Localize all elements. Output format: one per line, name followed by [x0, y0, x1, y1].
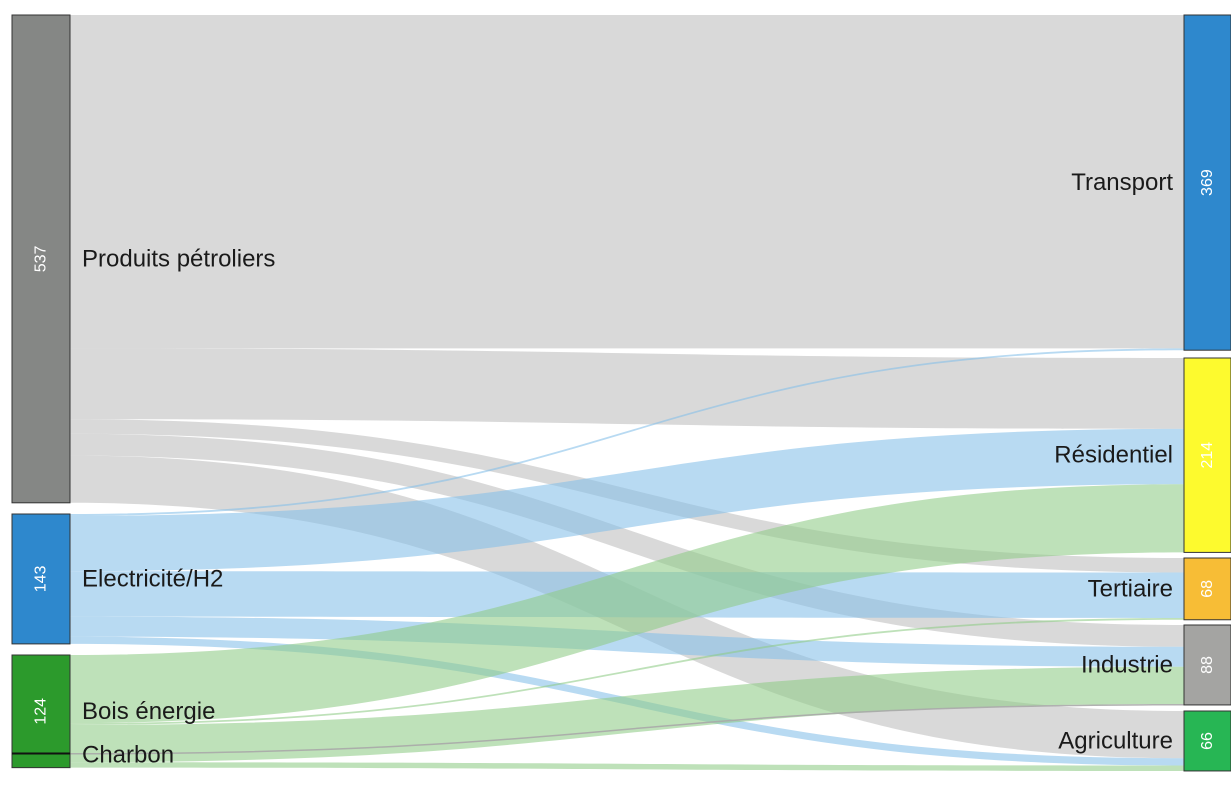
node-petrole [11, 14, 71, 504]
sankey-links [70, 15, 1184, 771]
node-tertiaire [1183, 557, 1231, 621]
node-label-elec: Electricité/H2 [82, 565, 223, 592]
node-value-residentiel: 214 [1199, 442, 1216, 469]
node-label-transport: Transport [1071, 169, 1173, 196]
link-elec-transport [70, 348, 1184, 516]
node-label-bois: Bois énergie [82, 698, 215, 725]
node-residentiel [1183, 357, 1231, 553]
link-bois-residentiel [70, 484, 1184, 724]
node-label-petrole: Produits pétroliers [82, 245, 275, 272]
sankey-nodes [11, 14, 1231, 772]
sankey-labels: 537 Produits pétroliers 143 Electricité/H2 1… [33, 169, 1217, 768]
link-elec-residentiel [70, 428, 1184, 572]
node-label-agriculture: Agriculture [1058, 727, 1173, 754]
node-label-industrie: Industrie [1081, 651, 1173, 678]
node-value-tertiaire: 68 [1199, 580, 1216, 598]
node-elec [11, 513, 71, 645]
node-label-charbon: Charbon [82, 742, 174, 769]
node-agriculture [1183, 710, 1231, 772]
link-bois-tertiaire [70, 617, 1184, 725]
node-industrie [1183, 624, 1231, 706]
link-bois-agriculture [70, 762, 1184, 771]
node-bois [11, 654, 71, 769]
node-label-tertiaire: Tertiaire [1088, 575, 1173, 602]
node-value-industrie: 88 [1199, 656, 1216, 674]
node-label-residentiel: Résidentiel [1054, 442, 1173, 469]
link-charbon-industrie [70, 704, 1184, 755]
link-elec-industrie [70, 616, 1184, 667]
node-charbon [12, 752, 70, 755]
link-petrole-residentiel [70, 348, 1184, 429]
node-value-transport: 369 [1199, 169, 1216, 196]
node-value-elec: 143 [33, 566, 50, 593]
link-petrole-industrie [70, 433, 1184, 647]
link-petrole-transport [70, 15, 1184, 349]
link-bois-industrie [70, 666, 1184, 763]
node-value-agriculture: 66 [1199, 732, 1216, 750]
node-value-petrole: 537 [33, 245, 50, 272]
node-value-bois: 124 [33, 698, 50, 725]
node-transport [1183, 14, 1231, 351]
